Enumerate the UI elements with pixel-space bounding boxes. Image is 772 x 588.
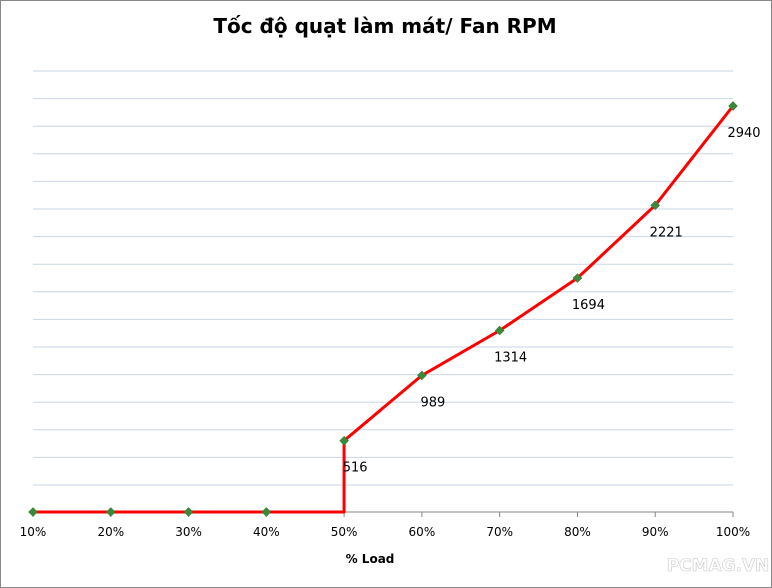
marker-60% xyxy=(417,370,427,381)
data-label-80%: 1694 xyxy=(572,298,605,313)
marker-80% xyxy=(572,273,583,283)
marker-30% xyxy=(183,507,194,517)
tick-label-50%: 50% xyxy=(331,525,358,539)
data-label-100%: 2940 xyxy=(727,126,760,141)
marker-20% xyxy=(105,507,116,517)
marker-40% xyxy=(261,507,272,517)
tick-label-90%: 90% xyxy=(642,525,669,539)
tick-label-20%: 20% xyxy=(97,525,124,539)
tick-label-80%: 80% xyxy=(564,525,591,539)
marker-70% xyxy=(494,325,505,336)
data-labels: 516 989 1314 1694 2221 2940 xyxy=(343,126,761,476)
data-label-60%: 989 xyxy=(420,395,445,410)
tick-label-70%: 70% xyxy=(486,525,513,539)
chart-title: Tốc độ quạt làm mát/ Fan RPM xyxy=(213,14,556,38)
marker-50% xyxy=(339,435,349,446)
tick-label-10%: 10% xyxy=(20,525,47,539)
tick-label-60%: 60% xyxy=(409,525,436,539)
tick-label-40%: 40% xyxy=(253,525,280,539)
marker-100% xyxy=(728,101,738,111)
marker-90% xyxy=(650,200,661,211)
marker-10% xyxy=(28,507,38,517)
tick-label-100%: 100% xyxy=(716,525,750,539)
gridlines xyxy=(33,70,733,486)
data-label-50%: 516 xyxy=(343,461,368,476)
series-markers xyxy=(28,101,738,517)
x-axis-title: % Load xyxy=(346,552,395,566)
data-label-90%: 2221 xyxy=(650,225,683,240)
watermark: PCMAG.VN xyxy=(667,556,770,576)
x-tick-labels: 10% 20% 30% 40% 50% 60% 70% 80% 90% 100% xyxy=(20,525,750,539)
tick-label-30%: 30% xyxy=(175,525,202,539)
data-label-70%: 1314 xyxy=(494,351,527,366)
